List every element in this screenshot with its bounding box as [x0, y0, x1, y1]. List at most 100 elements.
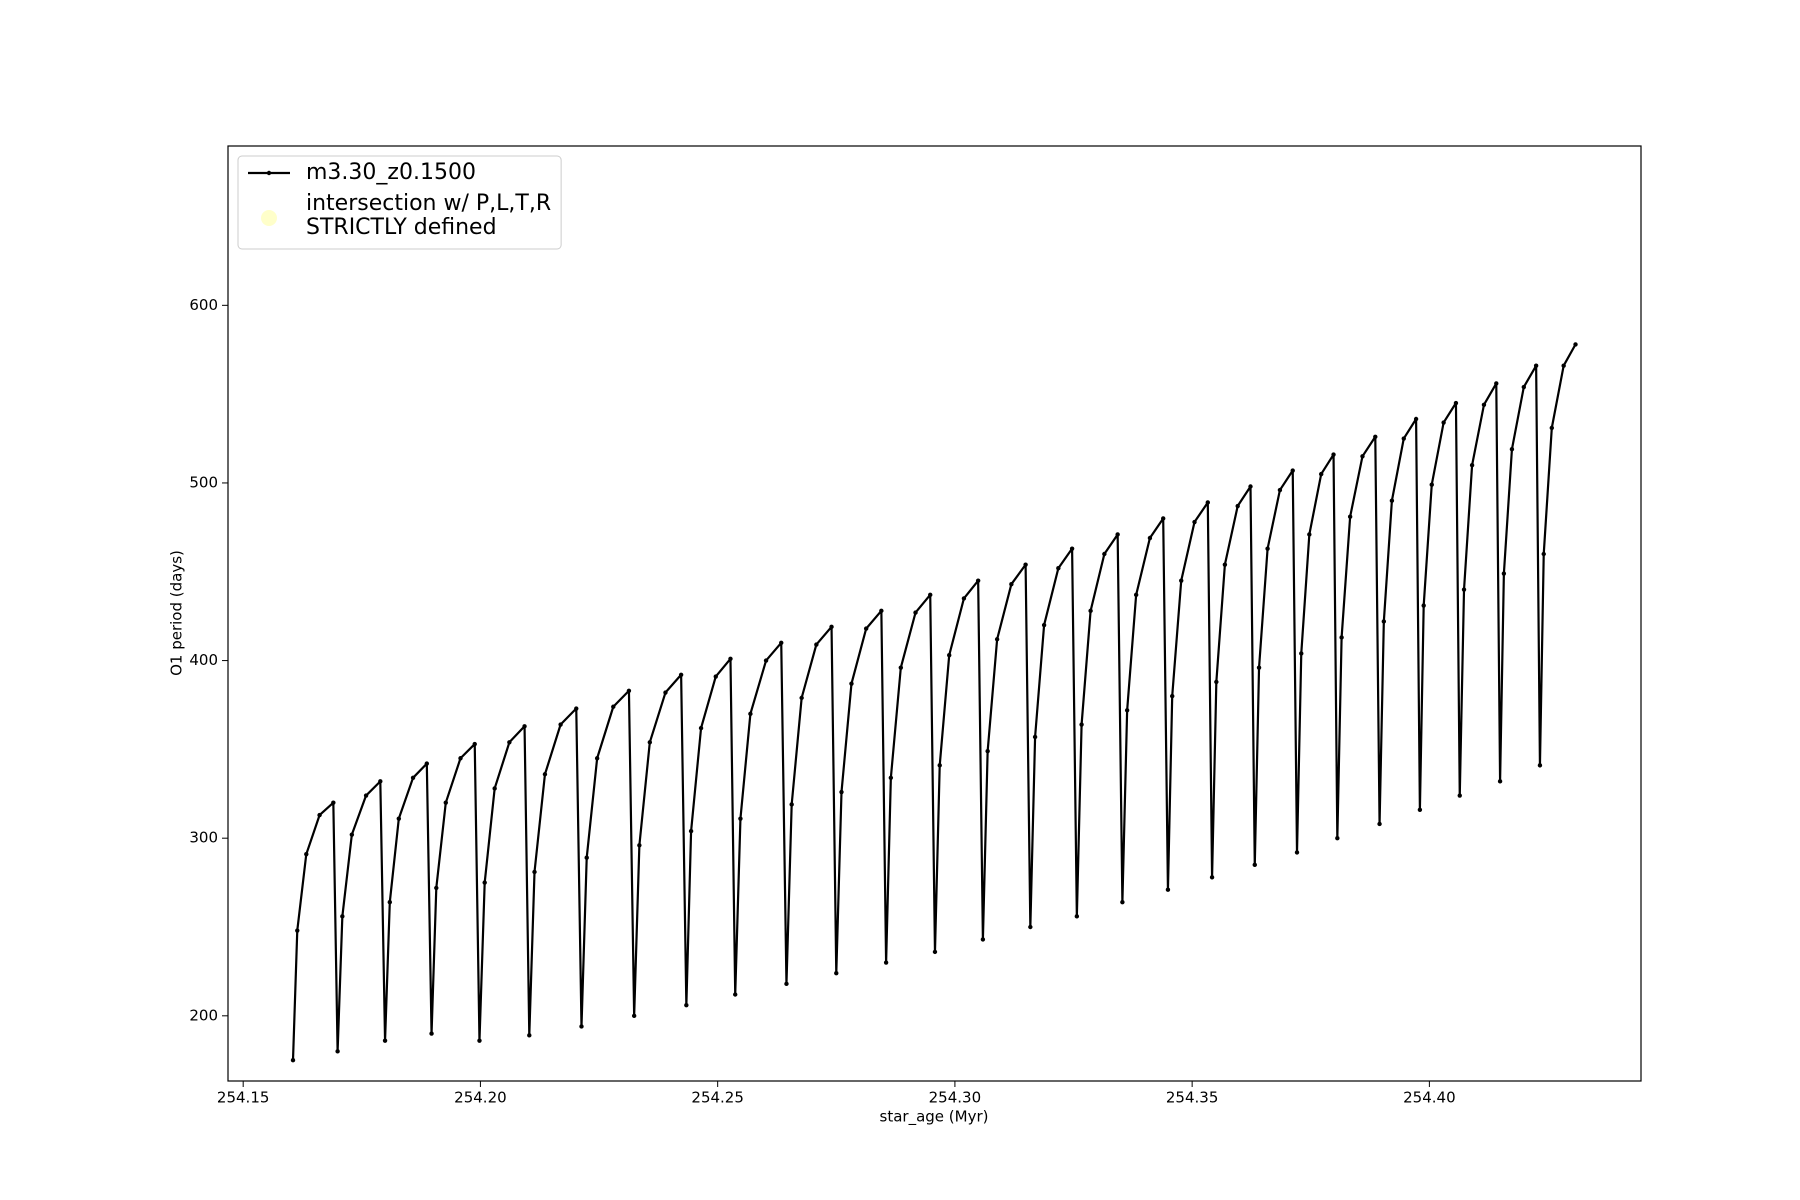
series-point	[1147, 535, 1153, 541]
series-point	[799, 695, 804, 701]
series-point	[1115, 532, 1120, 537]
series-point	[579, 1024, 584, 1029]
series-point	[1401, 436, 1406, 441]
series-point	[713, 674, 718, 679]
series-point	[1222, 562, 1228, 567]
series-point	[879, 608, 884, 614]
series-point	[1389, 498, 1395, 503]
series-point	[647, 740, 653, 745]
series-point	[1235, 503, 1240, 509]
series-point	[477, 1038, 482, 1043]
series-point	[434, 885, 439, 891]
series-point	[527, 1033, 532, 1038]
series-point	[1413, 416, 1419, 422]
series-point	[1214, 679, 1219, 685]
series-point	[1009, 581, 1014, 587]
series-point	[396, 816, 402, 821]
series-point	[1360, 454, 1365, 459]
legend-label: m3.30_z0.1500	[306, 160, 476, 185]
series-point	[424, 761, 430, 766]
series-point	[1209, 875, 1215, 880]
series-point	[1573, 342, 1578, 347]
series-point	[1441, 420, 1446, 425]
series-point	[898, 665, 904, 670]
series-point	[947, 653, 952, 658]
series-point	[1494, 381, 1499, 386]
x-tick-label: 254.15	[217, 1089, 270, 1107]
series-point	[363, 793, 369, 798]
series-point	[1256, 665, 1262, 670]
series-point	[492, 786, 497, 791]
series-point	[1469, 462, 1475, 468]
y-tick-label: 400	[189, 651, 218, 669]
series-point	[626, 688, 632, 693]
series-point	[1252, 862, 1257, 868]
series-point	[1248, 484, 1253, 489]
series-point	[684, 1002, 689, 1008]
y-tick-label: 500	[189, 473, 218, 491]
series-point	[863, 626, 869, 631]
series-point	[784, 981, 789, 987]
y-tick-label: 300	[189, 829, 218, 847]
series-point	[295, 928, 300, 933]
series-point	[1179, 578, 1184, 583]
x-tick-label: 254.30	[929, 1089, 982, 1107]
series-point	[382, 1038, 388, 1043]
x-tick-label: 254.25	[691, 1089, 744, 1107]
series-point	[1102, 551, 1107, 557]
series-point	[1497, 779, 1503, 784]
series-point	[688, 828, 694, 834]
series-point	[1347, 514, 1353, 519]
series-point	[849, 681, 854, 686]
series-point	[888, 775, 894, 780]
series-point	[1331, 452, 1336, 457]
series-point	[1192, 519, 1197, 525]
series-point	[1133, 592, 1139, 598]
series-point	[1307, 532, 1312, 537]
series-point	[839, 789, 844, 795]
series-point	[1069, 546, 1075, 551]
series-point	[584, 855, 589, 860]
series-point	[678, 672, 684, 677]
series-point	[834, 970, 839, 976]
series-point	[937, 763, 942, 768]
series-point	[1509, 447, 1515, 452]
series-point	[410, 775, 416, 780]
series-point	[1373, 434, 1378, 439]
series-point	[1023, 562, 1028, 567]
series-point	[1032, 734, 1038, 740]
series-point	[961, 596, 967, 601]
series-point	[1481, 402, 1487, 407]
series-point	[1421, 603, 1426, 608]
series-point	[1377, 821, 1382, 827]
legend-box	[237, 155, 562, 250]
series-point	[429, 1031, 434, 1036]
series-point	[1533, 363, 1539, 368]
series-point	[558, 722, 563, 727]
legend-label: intersection w/ P,L,T,R STRICTLY defined	[306, 191, 551, 240]
series-point	[1028, 924, 1033, 930]
series-point	[507, 740, 512, 745]
series-point	[1290, 468, 1295, 473]
series-point	[1088, 608, 1093, 614]
series-point	[698, 725, 704, 731]
series-point	[574, 706, 579, 711]
series-point	[928, 592, 933, 598]
series-point	[985, 748, 990, 754]
series-point	[814, 642, 819, 647]
x-axis-label: star_age (Myr)	[880, 1108, 989, 1127]
series-point	[1165, 887, 1171, 892]
series-point	[1335, 835, 1340, 841]
series-point	[1417, 807, 1423, 812]
series-point	[317, 812, 322, 818]
series-point	[1120, 899, 1125, 905]
series-line	[291, 343, 1577, 1061]
series-point	[1381, 619, 1387, 624]
series-point	[542, 772, 548, 777]
series-point	[1294, 850, 1300, 855]
series-point	[1457, 793, 1462, 798]
series-point	[789, 802, 794, 807]
series-point	[1299, 651, 1304, 656]
